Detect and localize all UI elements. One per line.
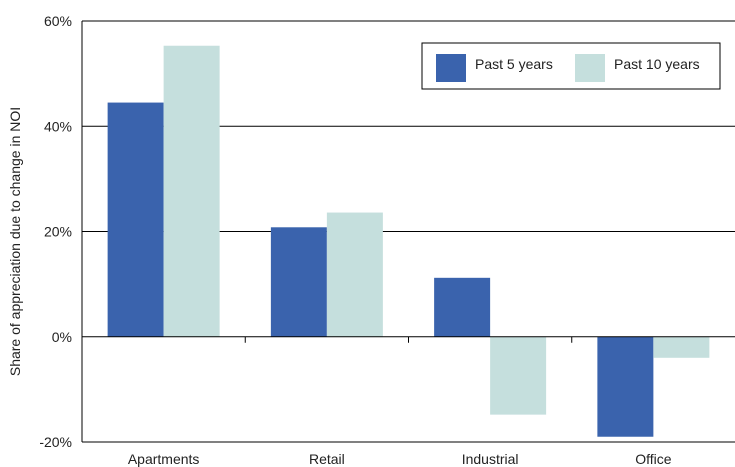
legend-label-past-5-years: Past 5 years bbox=[475, 56, 553, 72]
x-tick-label: Apartments bbox=[128, 451, 200, 467]
x-tick-label: Office bbox=[635, 451, 672, 467]
y-tick-labels: -20% 0% 20% 40% 60% bbox=[39, 13, 72, 450]
y-tick-label: 40% bbox=[44, 118, 72, 134]
legend-box bbox=[421, 42, 721, 90]
bars bbox=[107, 45, 710, 437]
y-axis-title: Share of appreciation due to change in N… bbox=[7, 107, 23, 376]
legend-label-past-10-years: Past 10 years bbox=[614, 56, 700, 72]
bar-industrial-past-5-years bbox=[434, 277, 491, 337]
bar-office-past-5-years bbox=[597, 336, 654, 437]
x-tick-label: Retail bbox=[309, 451, 345, 467]
legend-swatch-past-10-years bbox=[575, 54, 605, 82]
bar-apartments-past-10-years bbox=[163, 45, 220, 337]
x-tick-labels: Apartments Retail Industrial Office bbox=[128, 451, 672, 467]
bar-retail-past-10-years bbox=[326, 212, 383, 337]
y-tick-label: 60% bbox=[44, 13, 72, 29]
y-tick-label: -20% bbox=[39, 434, 72, 450]
bar-industrial-past-10-years bbox=[490, 336, 547, 415]
legend: Past 5 years Past 10 years bbox=[421, 42, 721, 90]
axes bbox=[81, 21, 735, 442]
x-tick-label: Industrial bbox=[462, 451, 519, 467]
legend-swatch-past-5-years bbox=[436, 54, 466, 82]
bar-office-past-10-years bbox=[653, 336, 710, 358]
bar-retail-past-5-years bbox=[270, 227, 327, 337]
y-tick-label: 20% bbox=[44, 224, 72, 240]
y-tick-label: 0% bbox=[52, 329, 72, 345]
bar-apartments-past-5-years bbox=[107, 102, 164, 337]
